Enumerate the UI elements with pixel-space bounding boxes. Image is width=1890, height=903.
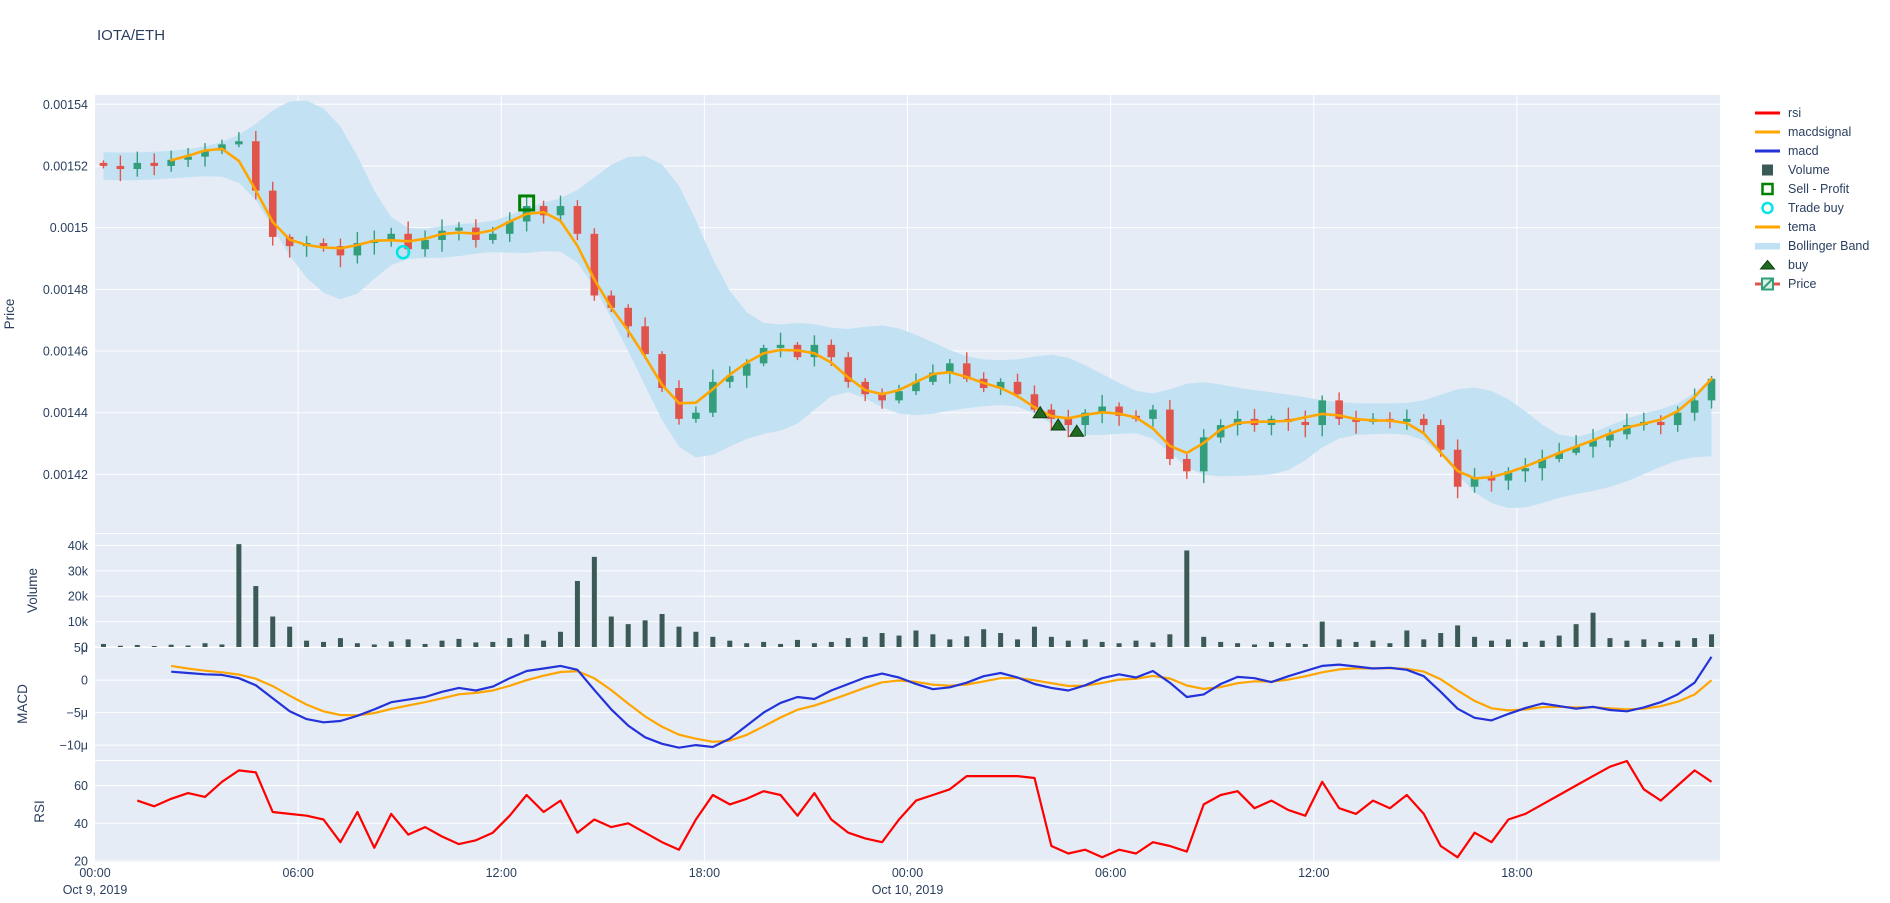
bollinger-band-area bbox=[103, 100, 1712, 508]
sell-profit-swatch-icon bbox=[1753, 182, 1783, 196]
rsi-line bbox=[136, 759, 1713, 859]
legend-item-label: macd bbox=[1788, 143, 1819, 158]
y-tick-label: 40k bbox=[68, 539, 89, 553]
legend-item-buy[interactable]: buy bbox=[1753, 255, 1869, 274]
rsi-swatch-icon bbox=[1753, 106, 1783, 120]
legend-item-sell-profit[interactable]: Sell - Profit bbox=[1753, 179, 1869, 198]
x-date-label: Oct 10, 2019 bbox=[872, 883, 944, 897]
trade-buy-swatch-icon bbox=[1753, 201, 1783, 215]
y-tick-label: −5μ bbox=[67, 706, 88, 720]
y-tick-label: 10k bbox=[68, 615, 89, 629]
chart-title: IOTA/ETH bbox=[97, 27, 166, 44]
legend-item-volume[interactable]: Volume bbox=[1753, 160, 1869, 179]
buy-swatch-icon bbox=[1753, 258, 1783, 272]
rsi-axis-title: RSI bbox=[32, 800, 47, 823]
y-tick-label: 0 bbox=[81, 674, 88, 688]
legend-item-tema[interactable]: tema bbox=[1753, 217, 1869, 236]
candlestick-series bbox=[99, 130, 1716, 499]
macd-line bbox=[171, 656, 1713, 749]
legend-item-bollinger-band[interactable]: Bollinger Band bbox=[1753, 236, 1869, 255]
tema-line bbox=[169, 147, 1713, 480]
x-tick-label: 06:00 bbox=[1095, 866, 1126, 880]
legend-item-label: tema bbox=[1788, 219, 1816, 234]
legend-item-rsi[interactable]: rsi bbox=[1753, 103, 1869, 122]
legend-item-label: Price bbox=[1788, 276, 1817, 291]
bollinger-band-swatch-icon bbox=[1753, 239, 1783, 253]
x-date-label: Oct 9, 2019 bbox=[63, 883, 128, 897]
macdsignal-line bbox=[171, 664, 1713, 743]
y-tick-label: 0.00148 bbox=[43, 283, 88, 297]
axis-tick-labels: 0.00154 0.00152 0.0015 0.00148 0.00146 0.0014… bbox=[43, 98, 1533, 897]
legend: rsi macdsignal macd Volume Sell - Profit Trad… bbox=[1753, 103, 1869, 293]
y-tick-label: 20k bbox=[68, 590, 89, 604]
y-tick-label: 60 bbox=[74, 779, 88, 793]
y-tick-label: 0 bbox=[81, 641, 88, 655]
tema-swatch-icon bbox=[1753, 220, 1783, 234]
legend-item-label: rsi bbox=[1788, 105, 1802, 120]
y-tick-label: 0.0015 bbox=[50, 221, 88, 235]
y-tick-label: 0.00142 bbox=[43, 468, 88, 482]
y-tick-label: 40 bbox=[74, 817, 88, 831]
x-tick-label: 18:00 bbox=[689, 866, 720, 880]
y-tick-label: 0.00152 bbox=[43, 159, 88, 173]
legend-item-label: macdsignal bbox=[1788, 124, 1852, 139]
y-tick-label: 5μ bbox=[74, 641, 88, 655]
y-tick-label: 0.00144 bbox=[43, 406, 88, 420]
macdsignal-swatch-icon bbox=[1753, 125, 1783, 139]
legend-item-macdsignal[interactable]: macdsignal bbox=[1753, 122, 1869, 141]
buy-marker bbox=[1032, 405, 1049, 419]
trade-buy-marker bbox=[395, 245, 411, 260]
legend-item-macd[interactable]: macd bbox=[1753, 141, 1869, 160]
sell-profit-marker bbox=[518, 194, 536, 212]
legend-item-price[interactable]: Price bbox=[1753, 274, 1869, 293]
x-tick-label: 12:00 bbox=[486, 866, 517, 880]
legend-item-trade-buy[interactable]: Trade buy bbox=[1753, 198, 1869, 217]
y-tick-label: 0.00154 bbox=[43, 98, 88, 112]
y-tick-label: −10μ bbox=[60, 739, 88, 753]
macd-axis-title: MACD bbox=[15, 684, 30, 724]
buy-marker bbox=[1068, 424, 1085, 437]
y-tick-label: 30k bbox=[68, 564, 89, 578]
macd-swatch-icon bbox=[1753, 144, 1783, 158]
price-axis-title: Price bbox=[2, 299, 17, 330]
legend-item-label: Trade buy bbox=[1788, 200, 1844, 215]
buy-marker bbox=[1050, 418, 1067, 431]
x-tick-label: 12:00 bbox=[1298, 866, 1329, 880]
x-tick-label: 06:00 bbox=[282, 866, 313, 880]
price-panel bbox=[99, 100, 1716, 508]
y-tick-label: 20 bbox=[74, 855, 88, 869]
axis-titles: Price Volume MACD RSI bbox=[2, 299, 47, 823]
legend-item-label: Sell - Profit bbox=[1788, 181, 1850, 196]
x-tick-label: 18:00 bbox=[1501, 866, 1532, 880]
volume-series bbox=[100, 544, 1715, 647]
volume-axis-title: Volume bbox=[25, 568, 40, 613]
legend-item-label: Volume bbox=[1788, 162, 1830, 177]
y-tick-label: 0.00146 bbox=[43, 345, 88, 359]
x-tick-label: 00:00 bbox=[79, 866, 110, 880]
volume-swatch-icon bbox=[1753, 163, 1783, 177]
legend-item-label: buy bbox=[1788, 257, 1809, 272]
x-tick-label: 00:00 bbox=[892, 866, 923, 880]
legend-item-label: Bollinger Band bbox=[1788, 238, 1870, 253]
price-swatch-icon bbox=[1753, 277, 1783, 291]
trade-markers bbox=[395, 194, 1085, 437]
